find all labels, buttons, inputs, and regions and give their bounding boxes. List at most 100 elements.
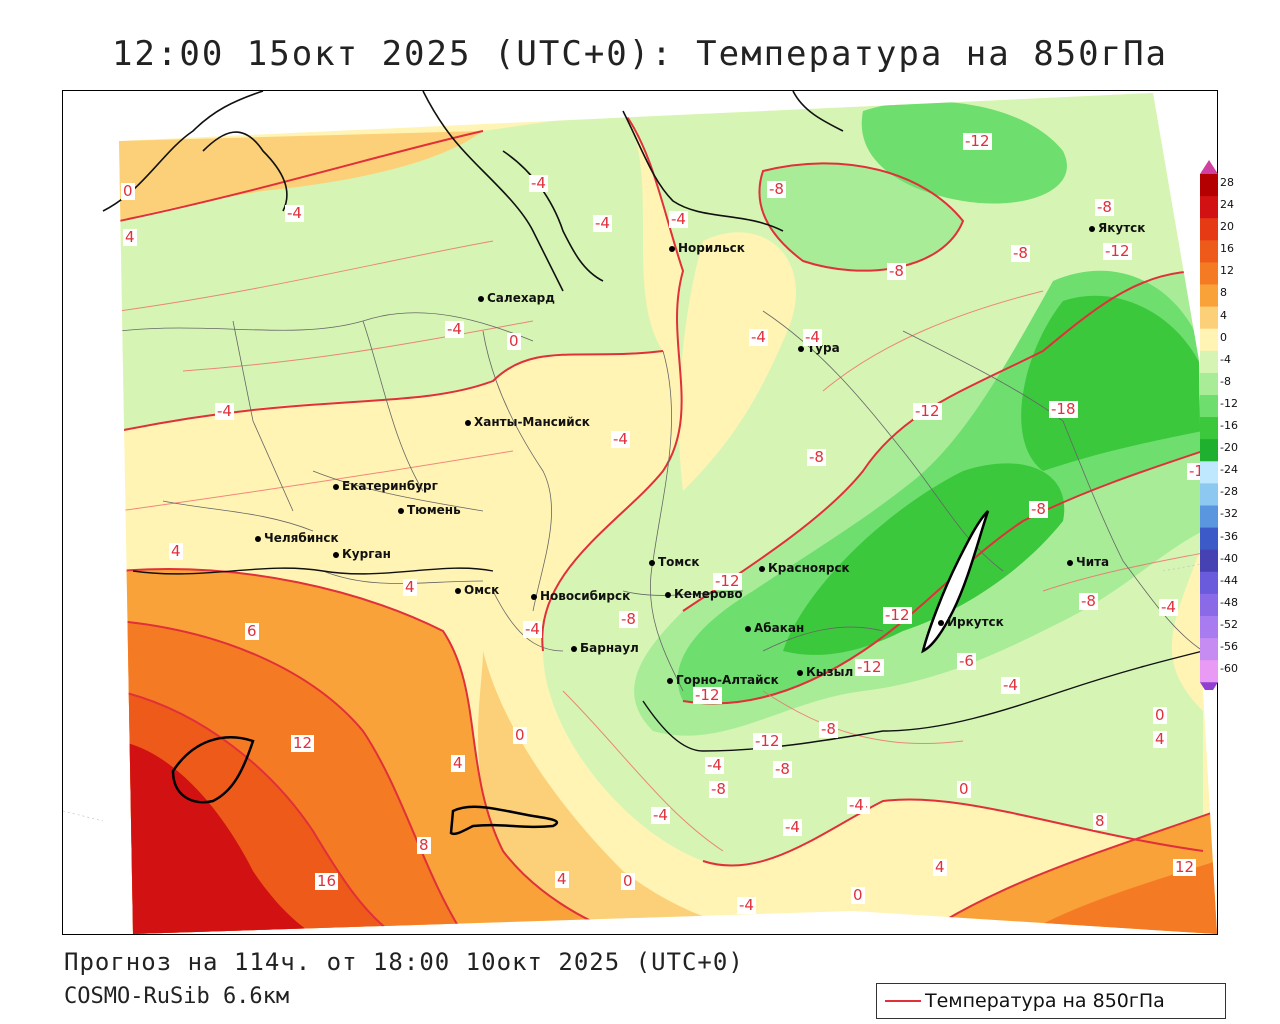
city-gorno-altaysk: Горно-Алтайск	[667, 673, 779, 687]
colorbar-segment	[1200, 174, 1218, 197]
colorbar-bottom-arrow	[1200, 682, 1218, 697]
city-norilsk: Норильск	[669, 241, 745, 255]
contour-label: 12	[1173, 858, 1197, 876]
colorbar-tick-label: 4	[1220, 308, 1227, 322]
colorbar-segment	[1200, 284, 1218, 308]
contour-label: -8	[1029, 500, 1048, 518]
colorbar-segment	[1200, 350, 1218, 374]
colorbar-tick-label: -8	[1220, 374, 1231, 388]
colorbar-segment	[1200, 196, 1218, 219]
city-yekaterinburg: Екатеринбург	[333, 479, 438, 493]
colorbar-segment	[1200, 262, 1218, 285]
contour-label: -4	[445, 320, 464, 338]
contour-label: -4	[529, 174, 548, 192]
contour-label: -12	[913, 402, 942, 420]
contour-label: 16	[315, 872, 339, 890]
contour-label: -4	[1001, 676, 1020, 694]
contour-label: 4	[933, 858, 947, 876]
contour-label: -12	[693, 686, 722, 704]
contour-label: -4	[215, 402, 234, 420]
contour-label: -4	[803, 328, 822, 346]
colorbar-segment	[1200, 439, 1218, 462]
city-chita: Чита	[1067, 555, 1109, 569]
contour-label: -4	[669, 210, 688, 228]
contour-label: -12	[753, 732, 782, 750]
colorbar-tick-label: -4	[1220, 352, 1231, 366]
colorbar-segment	[1200, 395, 1218, 418]
contour-label: 0	[851, 886, 865, 904]
city-kurgan: Курган	[333, 547, 391, 561]
colorbar-tick-label: -60	[1220, 662, 1238, 676]
colorbar-tick-label: 24	[1220, 198, 1234, 212]
colorbar-segment	[1200, 593, 1218, 617]
colorbar-tick-label: -16	[1220, 419, 1238, 433]
colorbar-tick-label: -32	[1220, 507, 1238, 521]
contour-label: 12	[291, 734, 315, 752]
contour-label: -4	[611, 430, 630, 448]
contour-label: -8	[773, 760, 792, 778]
colorbar-tick-label: -52	[1220, 617, 1238, 631]
colorbar-segment	[1200, 638, 1218, 661]
city-salekhard: Салехард	[478, 291, 555, 305]
temperature-map: Норильск Салехард Тура Якутск Ханты-Манс…	[62, 90, 1218, 935]
contour-label: 4	[403, 578, 417, 596]
city-krasnoyarsk: Красноярск	[759, 561, 850, 575]
contour-label: 0	[121, 182, 135, 200]
contour-label: -8	[709, 780, 728, 798]
forecast-info: Прогноз на 114ч. от 18:00 10окт 2025 (UT…	[64, 948, 744, 976]
colorbar-tick-label: -24	[1220, 463, 1238, 477]
colorbar-tick-label: -48	[1220, 595, 1238, 609]
contour-label: -8	[1095, 198, 1114, 216]
colorbar-segment	[1200, 417, 1218, 440]
colorbar-segment	[1200, 328, 1218, 352]
contour-label: 0	[957, 780, 971, 798]
contour-label: -4	[783, 818, 802, 836]
legend: Температура на 850гПа	[876, 983, 1226, 1019]
colorbar-segment	[1200, 372, 1218, 396]
colorbar-tick-label: 8	[1220, 286, 1227, 300]
contour-label: -12	[1103, 242, 1132, 260]
contour-label: -12	[883, 606, 912, 624]
contour-label: -8	[619, 610, 638, 628]
city-kemerovo: Кемерово	[665, 587, 743, 601]
contour-label: -12	[963, 132, 992, 150]
colorbar-segment	[1200, 616, 1218, 639]
contour-label: 0	[1153, 706, 1167, 724]
contour-label: -4	[593, 214, 612, 232]
city-barnaul: Барнаул	[571, 641, 639, 655]
contour-label: -6	[957, 652, 976, 670]
colorbar-graphic	[1200, 160, 1218, 697]
colorbar-segment	[1200, 461, 1218, 484]
colorbar-tick-label: -40	[1220, 551, 1238, 565]
contour-label: 4	[123, 228, 137, 246]
legend-label: Температура на 850гПа	[925, 990, 1165, 1012]
city-kyzyl: Кызыл	[797, 665, 853, 679]
contour-label: -4	[705, 756, 724, 774]
contour-label: 0	[507, 332, 521, 350]
model-info: COSMO-RuSib 6.6км	[64, 984, 290, 1009]
contour-label: 0	[621, 872, 635, 890]
colorbar-top-arrow	[1200, 160, 1218, 174]
contour-label: 6	[245, 622, 259, 640]
colorbar-tick-label: 28	[1220, 176, 1234, 189]
legend-line-swatch	[885, 1000, 921, 1002]
colorbar-segment	[1200, 240, 1218, 263]
contour-label: 0	[513, 726, 527, 744]
colorbar-segment	[1200, 549, 1218, 573]
contour-label: 8	[417, 836, 431, 854]
contour-label: -8	[819, 720, 838, 738]
contour-label: -8	[767, 180, 786, 198]
colorbar	[1200, 160, 1218, 697]
map-title: 12:00 15окт 2025 (UTC+0): Температура на…	[111, 34, 1169, 74]
colorbar-tick-label: -56	[1220, 639, 1238, 653]
colorbar-tick-label: 12	[1220, 264, 1234, 278]
colorbar-tick-label: 16	[1220, 242, 1234, 256]
colorbar-tick-label: 20	[1220, 220, 1234, 234]
colorbar-tick-label: -36	[1220, 529, 1238, 543]
city-omsk: Омск	[455, 583, 499, 597]
colorbar-tick-label: -20	[1220, 441, 1238, 455]
city-tyumen: Тюмень	[398, 503, 461, 517]
contour-label: -4	[737, 896, 756, 914]
contour-label: 4	[169, 542, 183, 560]
city-chelyabinsk: Челябинск	[255, 531, 339, 545]
